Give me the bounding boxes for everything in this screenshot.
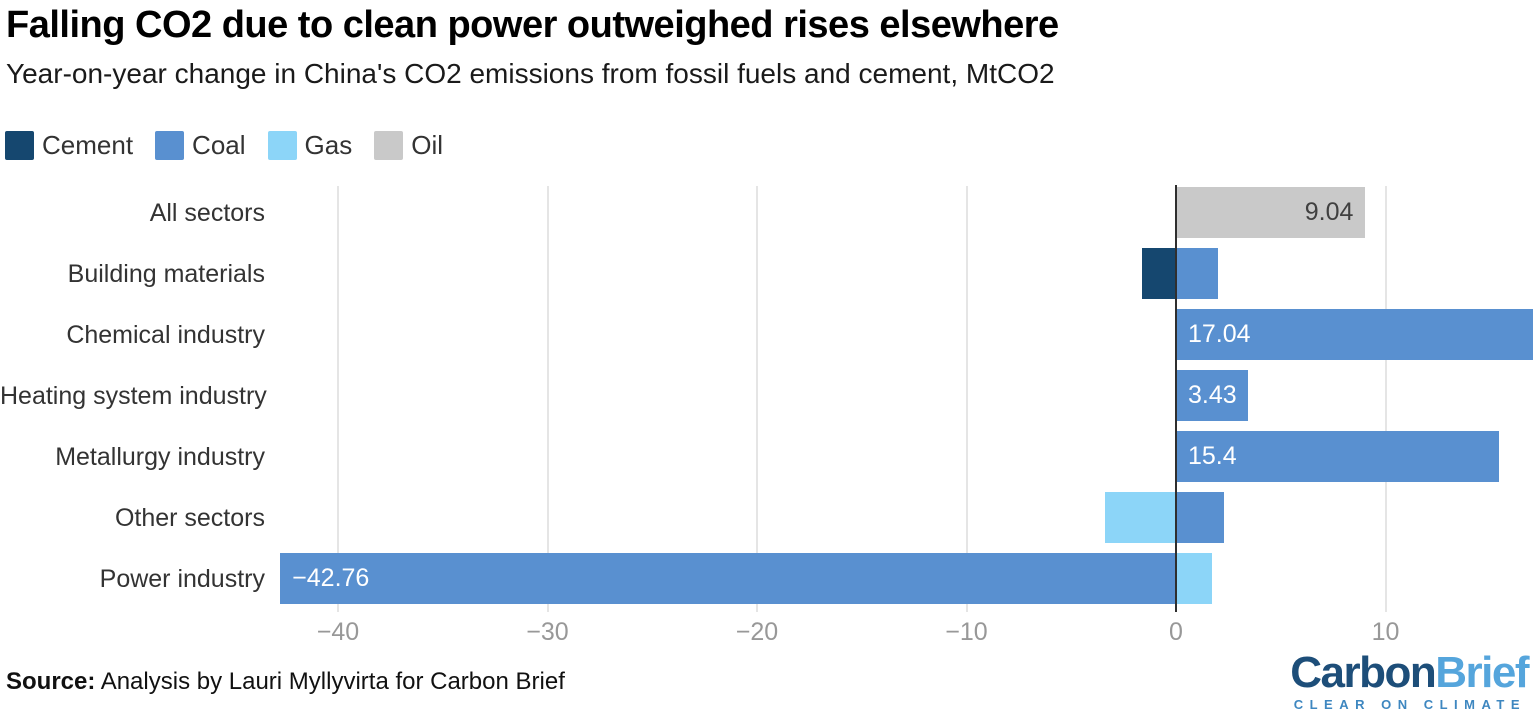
category-label: All sectors bbox=[149, 198, 265, 227]
bar-coal bbox=[280, 553, 1176, 604]
bar-value-label: 9.04 bbox=[1304, 198, 1354, 226]
bar-value-label: 17.04 bbox=[1188, 320, 1251, 348]
bar-value-label: −42.76 bbox=[292, 564, 370, 592]
legend-label: Cement bbox=[42, 130, 134, 160]
legend-item-gas: Gas bbox=[267, 130, 353, 161]
legend-label: Oil bbox=[411, 130, 443, 160]
gridline bbox=[756, 186, 758, 612]
bar-coal bbox=[1176, 492, 1225, 543]
bar-gas bbox=[1176, 553, 1212, 604]
x-tick-label: −40 bbox=[316, 618, 360, 646]
bar-value-label: 15.4 bbox=[1188, 442, 1237, 470]
logo-brief: Brief bbox=[1435, 648, 1529, 697]
bar-coal bbox=[1176, 309, 1533, 360]
source-label: Source: bbox=[6, 668, 96, 695]
legend-item-coal: Coal bbox=[155, 130, 246, 161]
category-label: Chemical industry bbox=[66, 320, 265, 349]
chart-subtitle: Year-on-year change in China's CO2 emiss… bbox=[6, 58, 1055, 89]
bar-value-label: 3.43 bbox=[1188, 381, 1237, 409]
gridline bbox=[965, 186, 968, 612]
bar-oil bbox=[1176, 187, 1366, 238]
gridline bbox=[337, 186, 339, 612]
category-label: Power industry bbox=[99, 564, 265, 593]
logo-tagline: CLEAR ON CLIMATE bbox=[1293, 697, 1526, 712]
source-text: Analysis by Lauri Myllyvirta for Carbon … bbox=[100, 668, 565, 695]
zero-axis-line bbox=[1175, 185, 1177, 612]
category-label: Heating system industry bbox=[0, 381, 267, 410]
legend-item-oil: Oil bbox=[374, 130, 443, 161]
legend-swatch-oil bbox=[374, 131, 404, 160]
x-tick-label: 0 bbox=[1169, 618, 1183, 646]
bar-coal bbox=[1176, 248, 1218, 299]
x-tick-label: 10 bbox=[1371, 618, 1400, 646]
carbonbrief-logo: CarbonBrief CLEAR ON CLIMATE bbox=[1290, 648, 1529, 713]
legend-label: Coal bbox=[192, 130, 246, 160]
legend-swatch-gas bbox=[267, 131, 297, 160]
x-tick-label: −20 bbox=[735, 618, 779, 646]
chart-title: Falling CO2 due to clean power outweighe… bbox=[6, 4, 1059, 46]
gridline bbox=[1384, 186, 1387, 612]
bar-gas bbox=[1104, 492, 1176, 543]
legend-item-cement: Cement bbox=[5, 130, 133, 161]
x-tick-label: −30 bbox=[526, 618, 569, 646]
category-label: Other sectors bbox=[114, 503, 265, 532]
category-label: Building materials bbox=[67, 259, 265, 288]
bar-coal bbox=[1176, 370, 1248, 421]
bar-coal bbox=[1176, 431, 1499, 482]
gridline bbox=[546, 186, 549, 612]
x-tick-label: −10 bbox=[945, 618, 988, 646]
logo-carbon: Carbon bbox=[1290, 648, 1437, 697]
category-label: Metallurgy industry bbox=[55, 442, 265, 471]
legend-swatch-coal bbox=[155, 131, 185, 160]
source-line: Source: Analysis by Lauri Myllyvirta for… bbox=[6, 668, 565, 696]
logo-wordmark: CarbonBrief bbox=[1290, 648, 1529, 697]
legend-label: Gas bbox=[304, 130, 353, 160]
legend-swatch-cement bbox=[5, 131, 34, 160]
legend: Cement Coal Gas Oil bbox=[5, 130, 443, 161]
bar-cement bbox=[1142, 248, 1176, 299]
